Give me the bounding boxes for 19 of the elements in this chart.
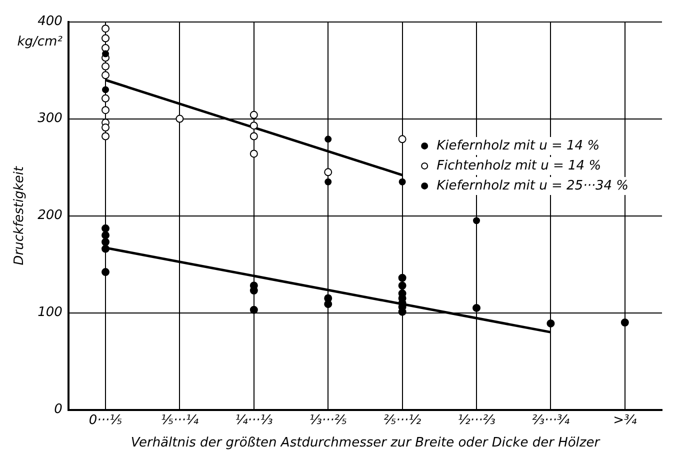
x-tick-label: ½···⅔ (458, 412, 496, 428)
x-tick-label: 0···⅕ (88, 412, 123, 428)
legend-label: Kiefernholz mit u = 14 % (436, 138, 600, 154)
x-tick-label: >¾ (613, 412, 638, 428)
text: kg/cm² (17, 34, 62, 50)
x-tick-label: ¼···⅓ (235, 412, 274, 428)
x-tick-label: ⅔···¾ (532, 412, 570, 428)
y-tick-label: 0 (54, 402, 62, 418)
legend-label: Kiefernholz mit u = 25···34 % (436, 178, 628, 194)
legend-label: Fichtenholz mit u = 14 % (436, 158, 602, 174)
x-axis-title: Verhältnis der größten Astdurchmesser zur Breite oder Dicke der Hölzer (130, 436, 602, 451)
y-axis-title: Druckfestigkeit (12, 165, 28, 266)
x-tick-label: ⅖···½ (384, 412, 422, 428)
y-tick-label: 400 (38, 14, 62, 30)
x-tick-label: ⅕···¼ (160, 412, 199, 428)
y-tick-label: 200 (38, 208, 62, 224)
x-tick-label: ⅓···⅖ (309, 412, 348, 428)
y-tick-label: 100 (38, 305, 62, 320)
y-tick-label: 300 (38, 111, 62, 126)
